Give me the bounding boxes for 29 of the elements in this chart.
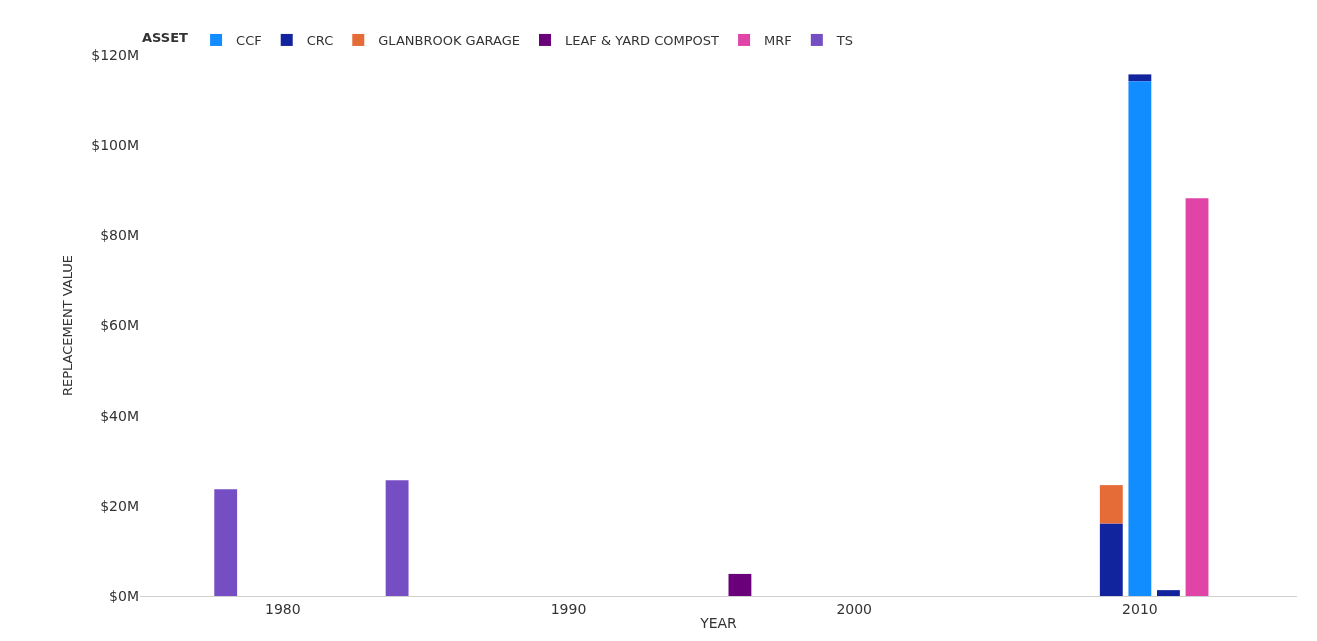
x-axis-title: YEAR [699,615,738,632]
legend-title: ASSET [142,29,189,45]
y-axis-title: REPLACEMENT VALUE [60,254,76,397]
bar [1128,81,1152,596]
y-tick-label: $120M [91,46,139,63]
bar [214,489,238,596]
legend-label: GLANBROOK GARAGE [378,33,520,49]
bar [385,480,409,596]
legend-label: LEAF & YARD COMPOST [565,33,720,49]
y-tick-label: $20M [100,497,139,514]
bar [728,573,752,596]
bar [1099,523,1123,596]
x-tick-label: 1990 [550,600,587,617]
bar [1099,485,1123,524]
y-tick-label: $0M [109,587,139,604]
legend-label: MRF [764,33,792,49]
x-tick-label: 2010 [1122,600,1158,617]
legend-label: CRC [306,33,334,49]
bar [1185,198,1209,596]
bar [1157,590,1180,596]
y-tick-label: $40M [100,407,139,424]
y-tick-label: $100M [91,137,139,154]
y-tick-label: $60M [100,317,139,334]
legend-label: TS [835,33,854,49]
legend-label: CCF [236,33,262,49]
x-tick-label: 2000 [836,600,873,617]
y-tick-label: $80M [100,227,139,244]
x-tick-label: 1980 [265,600,301,617]
bar [1128,74,1152,82]
